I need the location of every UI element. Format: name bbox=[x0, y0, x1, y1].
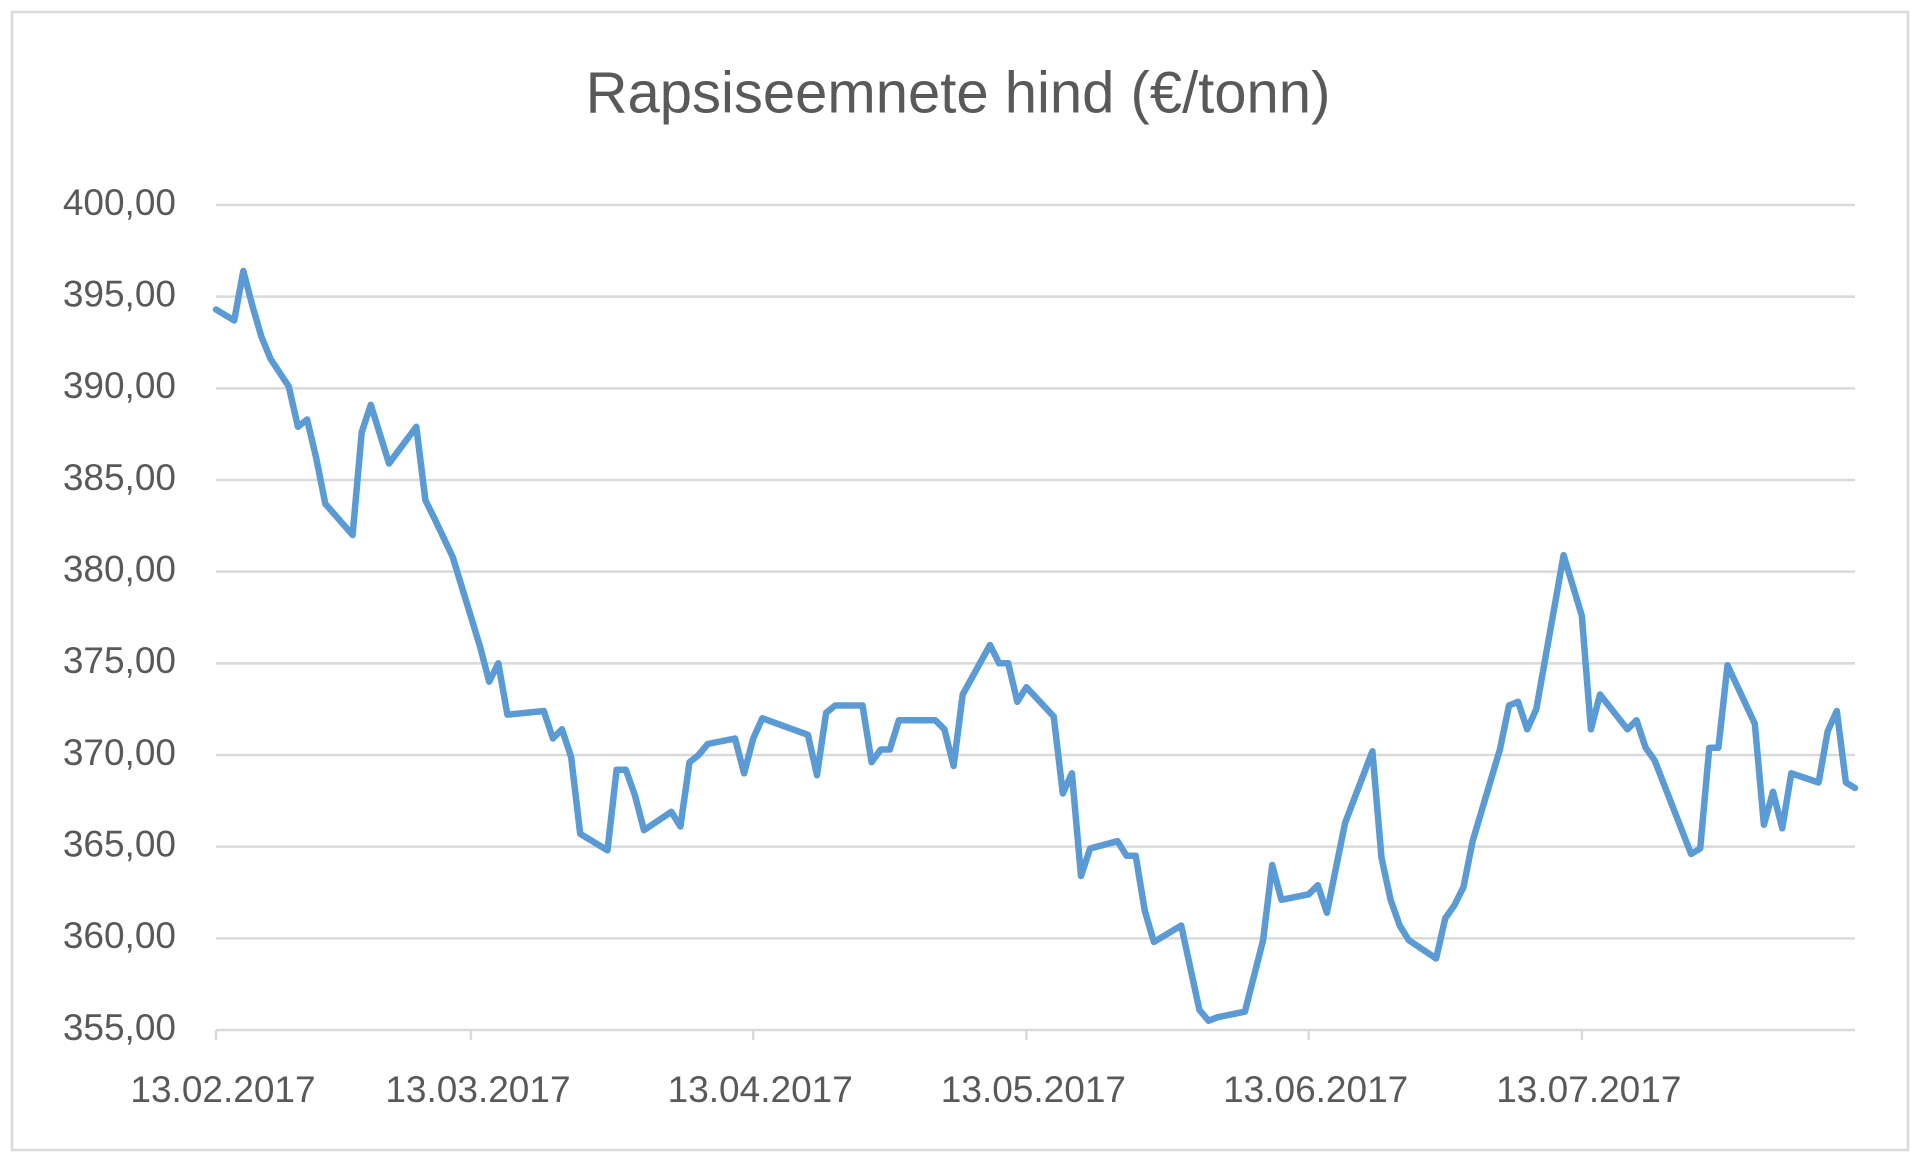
y-tick-label: 400,00 bbox=[63, 182, 176, 223]
x-tick-label: 13.07.2017 bbox=[1496, 1069, 1681, 1110]
price-line bbox=[212, 267, 1859, 1025]
x-tick-label: 13.05.2017 bbox=[941, 1069, 1126, 1110]
y-tick-label: 380,00 bbox=[63, 548, 176, 589]
x-tick-label: 13.06.2017 bbox=[1223, 1069, 1408, 1110]
x-tick-label: 13.03.2017 bbox=[385, 1069, 570, 1110]
x-tick-label: 13.02.2017 bbox=[130, 1069, 315, 1110]
y-tick-label: 365,00 bbox=[63, 823, 176, 864]
y-tick-label: 360,00 bbox=[63, 915, 176, 956]
y-tick-label: 375,00 bbox=[63, 640, 176, 681]
y-tick-label: 385,00 bbox=[63, 457, 176, 498]
x-tick-label: 13.04.2017 bbox=[668, 1069, 853, 1110]
y-tick-label: 390,00 bbox=[63, 365, 176, 406]
chart-title: Rapsiseemnete hind (€/tonn) bbox=[586, 60, 1331, 125]
chart-border bbox=[10, 10, 1910, 1152]
y-tick-label: 355,00 bbox=[63, 1007, 176, 1048]
y-tick-label: 395,00 bbox=[63, 273, 176, 314]
y-tick-label: 370,00 bbox=[63, 732, 176, 773]
